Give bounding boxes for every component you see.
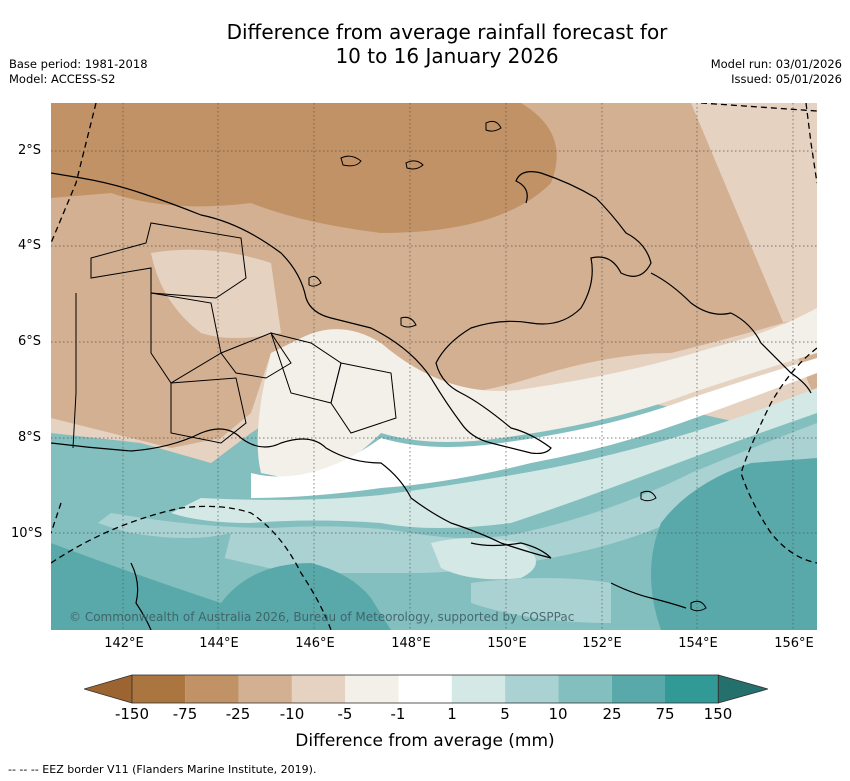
band-neg1-1 [251, 358, 817, 498]
band-neg10-neg5-inner [151, 249, 281, 338]
province-c [220, 332, 292, 379]
colorbar-arrow-left [84, 674, 133, 704]
islands-south-1 [470, 542, 552, 559]
meta-right: Model run: 03/01/2026 Issued: 05/01/2026 [711, 57, 842, 87]
island-6 [640, 490, 657, 502]
colorbar-tick-neg5: -5 [337, 705, 353, 723]
colorbar-tick-10: 10 [548, 705, 568, 723]
band-neg10-neg5-east [381, 103, 817, 423]
band-1-5-south [431, 538, 536, 580]
island-2 [405, 160, 424, 170]
title-line-2: 10 to 16 January 2026 [335, 44, 559, 68]
lon-label-146e: 146°E [295, 636, 335, 651]
colorbar-swatch-11 [665, 675, 719, 703]
eez-west [51, 103, 97, 244]
colorbar-tick-neg150: -150 [114, 705, 150, 723]
band-neg75-neg25 [51, 103, 557, 233]
colorbar-tick-1: 1 [447, 705, 457, 723]
model-run: Model run: 03/01/2026 [710, 57, 842, 71]
eez-east [805, 103, 817, 184]
colorbar-swatch-4 [291, 675, 346, 703]
meta-left: Base period: 1981-2018 Model: ACCESS-S2 [9, 57, 148, 87]
band-1-5 [171, 388, 817, 528]
colorbar-arrow-right [717, 674, 768, 704]
lat-label-8s: 8°S [18, 430, 42, 445]
lat-label-2s: 2°S [18, 143, 42, 158]
colorbar-tick-neg10: -10 [279, 705, 305, 723]
eez-borders [51, 103, 817, 630]
province-a [90, 222, 247, 299]
colorbar-swatch-9 [558, 675, 612, 703]
band-5-10 [91, 423, 817, 573]
province-e [330, 362, 397, 434]
band-10-25-west [51, 503, 231, 573]
province-b [150, 292, 222, 384]
island-4 [308, 275, 322, 287]
lon-label-154e: 154°E [678, 636, 718, 651]
eez-sw [51, 502, 62, 534]
province-f [170, 377, 247, 444]
lon-label-142e: 142°E [104, 636, 144, 651]
southern-coast [51, 428, 552, 559]
colorbar-title: Difference from average (mm) [295, 731, 555, 751]
colorbar-tick-25: 25 [602, 705, 622, 723]
map-svg [51, 103, 817, 630]
png-border [72, 293, 77, 449]
lon-label-156e: 156°E [774, 636, 814, 651]
colorbar-swatch-2 [185, 675, 239, 703]
colorbar-tick-neg1: -1 [390, 705, 406, 723]
small-islands [308, 120, 707, 612]
lon-label-148e: 148°E [391, 636, 431, 651]
eez-south [51, 505, 332, 630]
lon-label-144e: 144°E [199, 636, 239, 651]
colorbar-swatch-8 [505, 675, 559, 703]
colorbar-tick-neg25: -25 [225, 705, 251, 723]
islands-south-2 [610, 582, 687, 609]
coastlines [51, 171, 812, 630]
new-britain [730, 312, 812, 394]
colorbar-frame [131, 674, 719, 704]
title-line-1: Difference from average rainfall forecas… [226, 20, 668, 44]
colorbar-swatch-1 [132, 675, 186, 703]
island-7 [690, 600, 707, 612]
lat-label-4s: 4°S [18, 238, 42, 253]
colorbar-swatch-7 [451, 675, 506, 703]
colorbar-swatch-5 [345, 675, 399, 703]
band-neg5-neg1 [257, 308, 817, 483]
island-5 [400, 316, 417, 328]
copyright-notice: © Commonwealth of Australia 2026, Bureau… [69, 610, 575, 624]
colorbar-swatch-6 [398, 675, 452, 703]
lon-label-152e: 152°E [582, 636, 622, 651]
colorbar-tick-5: 5 [500, 705, 510, 723]
cape-york [130, 562, 152, 630]
band-25-75-east [651, 458, 817, 630]
island-1 [340, 155, 362, 167]
island-new-ireland [650, 272, 732, 315]
issued-date: Issued: 05/01/2026 [731, 72, 842, 86]
borders [72, 222, 397, 449]
lon-label-150e: 150°E [487, 636, 527, 651]
base-period: Base period: 1981-2018 [9, 57, 148, 71]
colorbar-tick-150: 150 [703, 705, 733, 723]
band-25-75-west [51, 543, 391, 630]
chart-title: Difference from average rainfall forecas… [0, 20, 850, 68]
colorbar-tick-75: 75 [655, 705, 675, 723]
colorbar-swatch-3 [238, 675, 292, 703]
rainfall-map: © Commonwealth of Australia 2026, Bureau… [51, 103, 817, 630]
colorbar-tick-neg75: -75 [172, 705, 198, 723]
lat-label-10s: 10°S [11, 526, 43, 541]
eez-legend: -- -- -- EEZ border V11 (Flanders Marine… [8, 763, 317, 776]
new-guinea-coast [51, 171, 652, 455]
colorbar [84, 674, 768, 704]
model-name: Model: ACCESS-S2 [9, 72, 116, 86]
colorbar-swatch-10 [611, 675, 665, 703]
island-3 [485, 120, 502, 132]
lat-label-6s: 6°S [18, 334, 42, 349]
